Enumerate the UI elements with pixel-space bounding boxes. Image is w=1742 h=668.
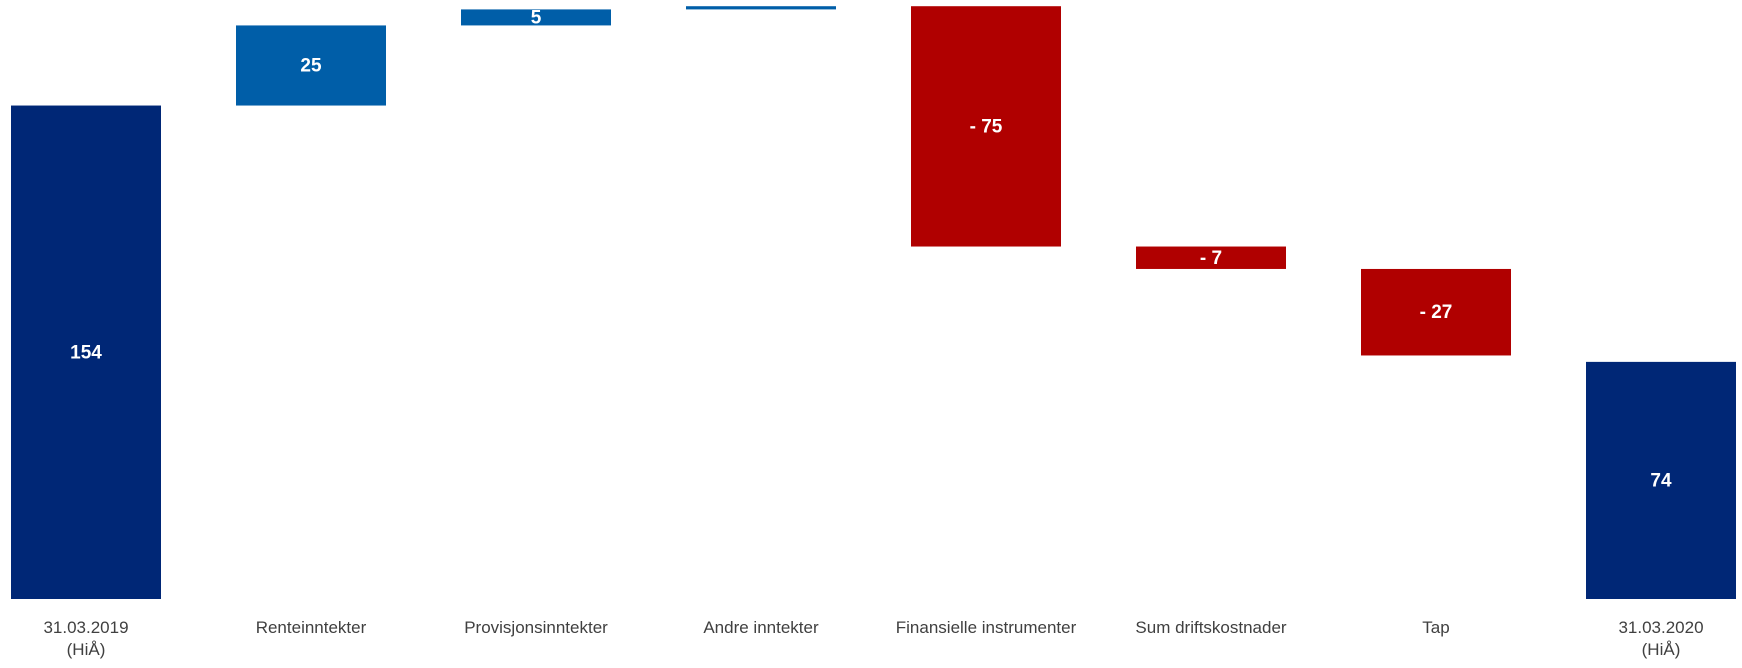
value-label: - 7: [1200, 248, 1222, 269]
x-tick-label: Tap: [1422, 618, 1450, 637]
x-tick-label: Finansielle instrumenter: [895, 618, 1077, 637]
bar: [1361, 268, 1511, 356]
x-tick-label: Andre inntekter: [703, 618, 819, 637]
value-label: 154: [70, 342, 102, 363]
x-tick-label: 31.03.2020 (HiÅ): [1618, 618, 1704, 659]
value-label: 74: [1650, 470, 1672, 491]
value-label: - 27: [1420, 302, 1453, 323]
x-tick-label: Sum driftskostnader: [1135, 618, 1287, 637]
x-tick-label: Provisjonsinntekter: [464, 618, 608, 637]
value-label: 25: [300, 55, 322, 76]
x-tick-label: Renteinntekter: [255, 618, 367, 637]
bar: [686, 6, 836, 10]
value-label: - 75: [970, 116, 1003, 137]
bar: [911, 6, 1061, 247]
bar: [461, 9, 611, 26]
bar: [236, 25, 386, 106]
bar: [1586, 361, 1736, 599]
value-label: 5: [531, 7, 542, 28]
x-tick-label: 31.03.2019 (HiÅ): [43, 618, 129, 659]
bar: [1136, 246, 1286, 269]
bar: [11, 105, 161, 600]
